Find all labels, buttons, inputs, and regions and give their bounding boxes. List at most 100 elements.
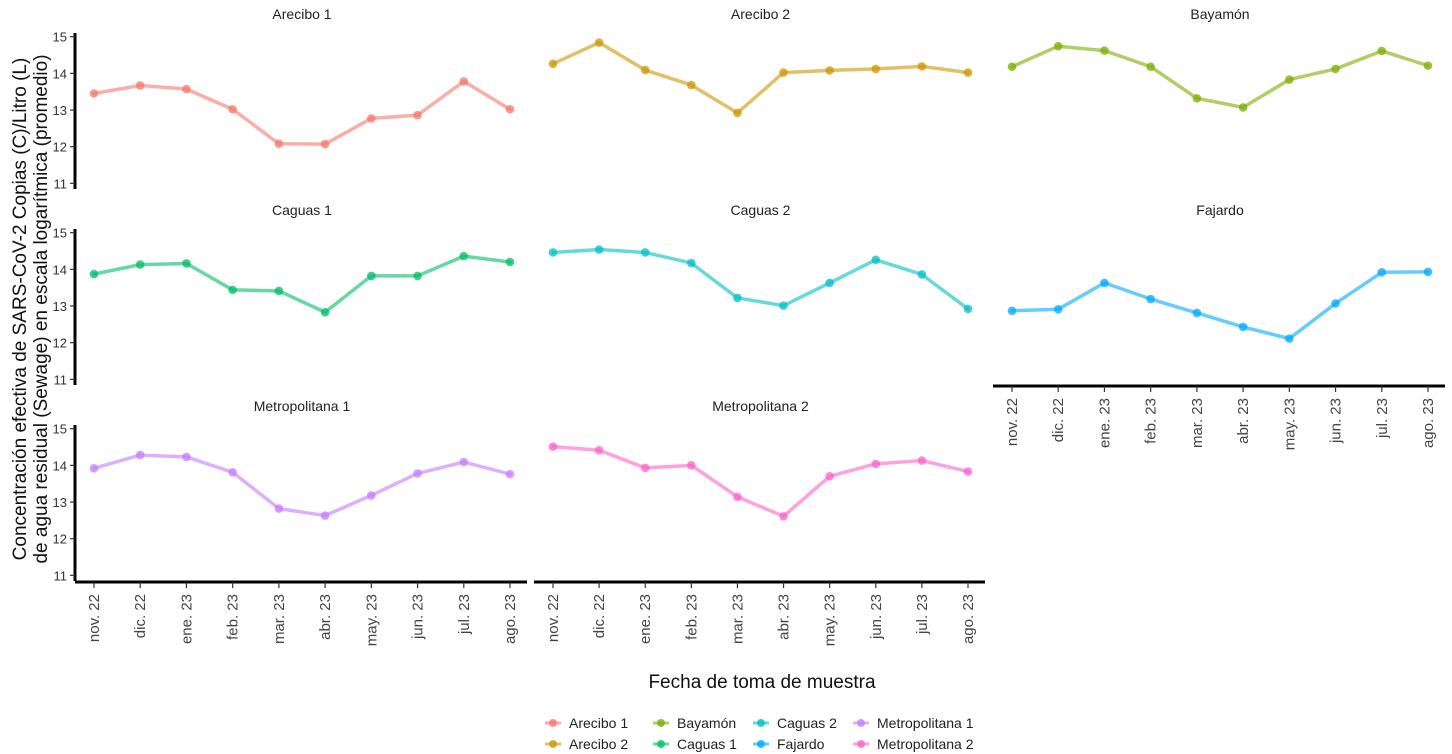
data-point [367, 114, 376, 123]
data-point [505, 469, 515, 479]
x-tick-label: dic. 22 [1050, 398, 1067, 442]
x-tick-label: dic. 22 [591, 594, 608, 638]
data-point [548, 59, 558, 69]
y-tick-label: 14 [53, 458, 67, 473]
legend-key-point [657, 719, 665, 727]
legend-key-point [757, 740, 765, 748]
data-point [779, 301, 788, 310]
x-tick-label: jun. 23 [1328, 398, 1345, 444]
x-tick-label: ene. 23 [637, 594, 654, 644]
data-point [182, 452, 191, 462]
data-point [459, 251, 469, 261]
facet-panels: Arecibo 1 11 12 13 14 15 Arecibo 2 Bayamón Cagua… [53, 6, 1445, 646]
series-line [1010, 44, 1430, 110]
data-point [687, 461, 696, 470]
data-point [917, 456, 927, 465]
facet-title: Fajardo [1196, 202, 1244, 218]
data-point [1423, 267, 1433, 277]
legend-item: Metropolitana 2 [853, 736, 974, 752]
series-line [92, 254, 512, 314]
y-tick-label: 12 [53, 336, 67, 351]
data-point [917, 270, 927, 279]
data-point [1331, 299, 1340, 308]
facet-panel: Caguas 2 [548, 202, 973, 314]
y-tick-label: 14 [53, 66, 67, 81]
series-line [551, 444, 970, 519]
facet-title: Metropolitana 1 [254, 398, 351, 414]
data-point [687, 80, 696, 90]
data-point [367, 271, 376, 281]
x-tick-label: jul. 23 [456, 594, 473, 635]
y-tick-label: 11 [54, 568, 68, 583]
data-point [1146, 294, 1155, 304]
x-tick-label: mar. 23 [271, 594, 288, 644]
series-line [551, 247, 970, 311]
data-point [274, 286, 284, 296]
legend-label: Caguas 1 [677, 736, 737, 752]
data-point [505, 257, 515, 267]
data-point [1100, 278, 1109, 288]
legend-label: Arecibo 1 [569, 715, 628, 731]
data-point [871, 255, 881, 265]
data-point [274, 504, 284, 513]
legend-label: Bayamón [677, 715, 736, 731]
data-point [1331, 64, 1340, 74]
data-point [320, 511, 330, 520]
data-point [89, 463, 99, 473]
data-point [135, 81, 145, 90]
legend-item: Bayamón [653, 715, 736, 731]
data-point [871, 459, 881, 469]
x-tick-label: mar. 23 [729, 594, 746, 644]
data-point [228, 104, 237, 114]
data-point [594, 245, 604, 254]
legend: Arecibo 1 Arecibo 2 Bayamón Caguas 1 Caguas … [545, 715, 974, 752]
data-point [963, 467, 973, 476]
data-point [505, 104, 515, 114]
x-tick-label: abr. 23 [1235, 398, 1252, 444]
data-point [917, 62, 927, 71]
data-point [733, 108, 742, 118]
legend-key-point [857, 719, 865, 727]
legend-item: Caguas 1 [653, 736, 737, 752]
data-point [135, 450, 145, 460]
data-point [413, 271, 422, 281]
x-tick-label: jun. 23 [410, 594, 427, 640]
x-tick-label: dic. 22 [132, 594, 149, 638]
x-tick-label: jul. 23 [914, 594, 931, 635]
y-tick-label: 13 [53, 495, 67, 510]
x-tick-label: ago. 23 [502, 594, 519, 644]
data-point [963, 68, 973, 77]
data-point [640, 65, 650, 75]
x-tick-label: feb. 23 [683, 594, 700, 640]
legend-label: Metropolitana 2 [877, 736, 974, 752]
x-tick-label: mar. 23 [1189, 398, 1206, 448]
data-point [135, 260, 145, 269]
legend-item: Metropolitana 1 [853, 715, 974, 731]
x-tick-label: may. 23 [822, 594, 839, 646]
series-line [551, 40, 970, 115]
data-point [1192, 308, 1202, 318]
facet-panel: Arecibo 2 [548, 6, 973, 118]
data-point [1007, 62, 1017, 72]
legend-item: Caguas 2 [753, 715, 837, 731]
x-tick-label: may. 23 [1281, 398, 1298, 450]
data-point [548, 248, 558, 257]
y-tick-label: 12 [53, 140, 67, 155]
data-point [1238, 103, 1248, 112]
x-tick-label: nov. 22 [545, 594, 562, 642]
data-point [1053, 305, 1063, 314]
legend-label: Metropolitana 1 [877, 715, 974, 731]
data-point [687, 258, 696, 268]
legend-label: Fajardo [777, 736, 825, 752]
x-tick-label: nov. 22 [86, 594, 103, 642]
y-tick-label: 15 [53, 422, 67, 437]
x-tick-label: abr. 23 [317, 594, 334, 640]
legend-key-point [549, 740, 557, 748]
y-tick-label: 15 [53, 226, 67, 241]
facet-panel: Metropolitana 1 11 12 13 14 15 nov. 22 dic. 22 e… [53, 398, 527, 646]
legend-label: Arecibo 2 [569, 736, 628, 752]
facet-panel: Metropolitana 2 nov. 22 dic. 22 ene. 23 feb.… [534, 398, 985, 646]
x-tick-label: jun. 23 [868, 594, 885, 640]
legend-key-point [549, 719, 557, 727]
